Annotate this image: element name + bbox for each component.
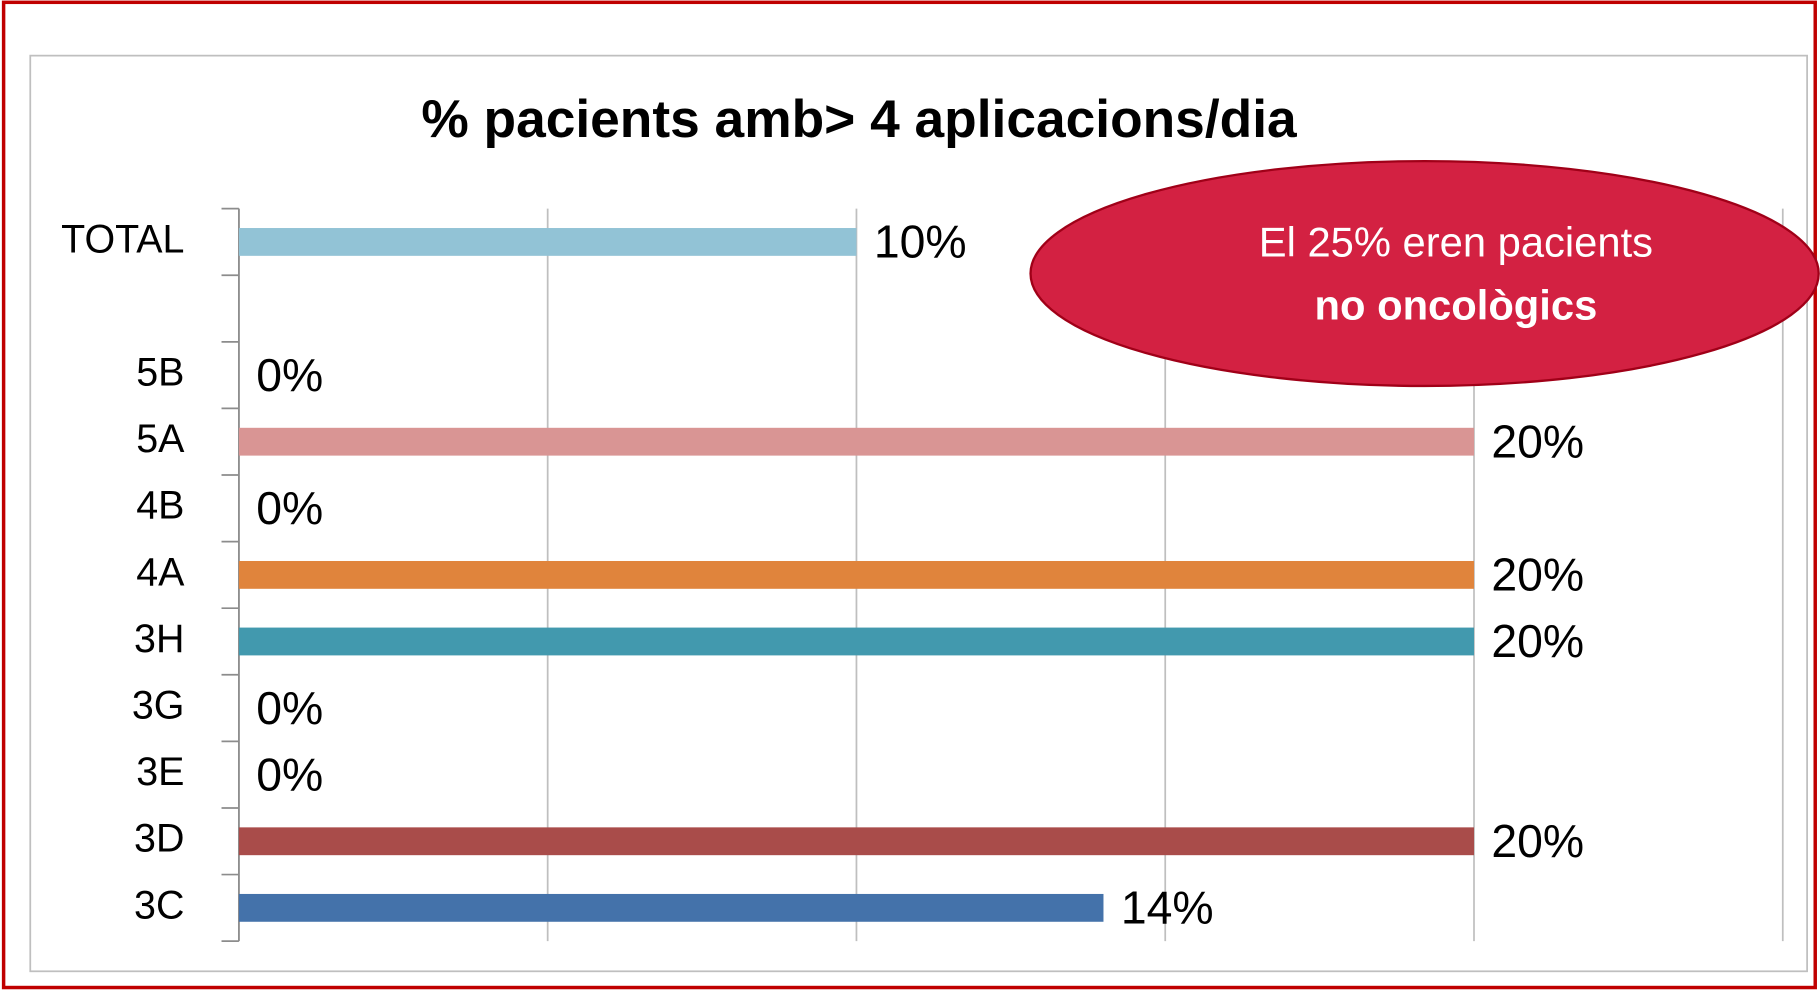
- data-label: 0%: [256, 349, 323, 401]
- annotation-text: El 25% eren pacients: [1259, 219, 1653, 266]
- annotation-text: no oncològics: [1315, 281, 1598, 328]
- y-tick-label: 3H: [134, 617, 184, 661]
- bar: [238, 228, 857, 256]
- y-tick-label: 3G: [132, 683, 185, 727]
- annotation-bubble: [1029, 159, 1820, 388]
- bar: [238, 627, 1475, 656]
- bar: [238, 827, 1475, 856]
- data-label: 0%: [256, 682, 323, 734]
- y-tick-label: 5A: [136, 417, 185, 461]
- bar: [238, 893, 1104, 922]
- y-tick-label: 5B: [136, 351, 184, 395]
- data-label: 20%: [1491, 549, 1584, 601]
- y-tick-label: 3E: [136, 750, 184, 794]
- chart-title: % pacients amb> 4 aplicacions/dia: [421, 90, 1297, 149]
- y-tick-label: 3D: [134, 817, 184, 861]
- data-label: 20%: [1491, 615, 1584, 667]
- data-label: 10%: [874, 216, 967, 268]
- y-tick-label: TOTAL: [61, 217, 184, 261]
- y-tick-label: 4A: [136, 550, 185, 594]
- data-label: 20%: [1491, 815, 1584, 867]
- data-label: 14%: [1121, 882, 1214, 934]
- data-label: 0%: [256, 482, 323, 534]
- data-label: 20%: [1491, 415, 1584, 467]
- annotation: El 25% eren pacients no oncològics: [1029, 159, 1820, 388]
- bar: [238, 560, 1475, 589]
- y-tick-label: 4B: [136, 484, 184, 528]
- data-label: 0%: [256, 748, 323, 800]
- bar: [238, 427, 1475, 456]
- y-tick-label: 3C: [134, 883, 184, 927]
- plot: TOTAL 10% 5B 0% 5A 20% 4B 0% 4A 20% 3H 20% 3G 0% 3E 0% 3…: [61, 207, 1784, 943]
